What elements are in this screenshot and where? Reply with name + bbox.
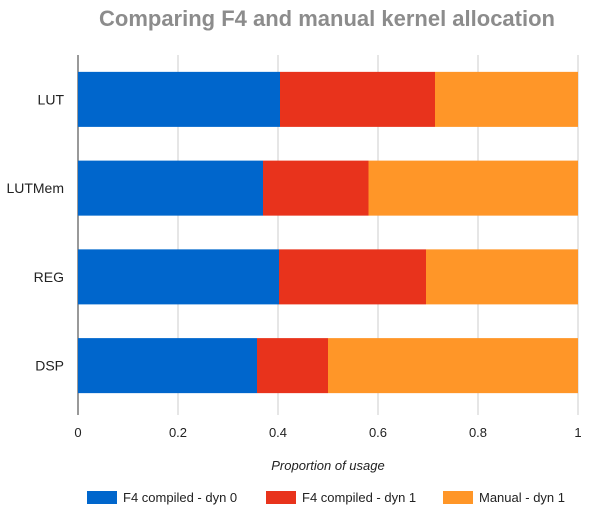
x-tick-label: 0.4 [269,425,287,440]
bar-segment-lut-series-2 [435,71,578,127]
x-tick-label: 0.8 [469,425,487,440]
bar-segment-reg-series-2 [426,249,578,305]
bars [78,71,578,394]
category-label: LUTMem [6,180,64,196]
bar-segment-reg-series-1 [279,249,426,305]
legend: F4 compiled - dyn 0 F4 compiled - dyn 1 Ma… [87,490,565,505]
bar-segment-lutmem-series-1 [263,160,369,216]
category-label: LUT [38,91,65,107]
legend-label: F4 compiled - dyn 0 [123,490,237,505]
legend-swatch [266,491,296,504]
x-tick-label: 0.6 [369,425,387,440]
x-tick-labels: 0 0.2 0.4 0.6 0.8 1 [74,425,581,440]
x-tick-label: 1 [574,425,581,440]
category-labels: LUT LUTMem REG DSP [6,91,64,373]
category-label: DSP [35,358,64,374]
bar-segment-lutmem-series-2 [368,160,578,216]
legend-label: Manual - dyn 1 [479,490,565,505]
bar-segment-lutmem-series-0 [78,160,263,216]
x-tick-label: 0 [74,425,81,440]
legend-swatch [443,491,473,504]
bar-segment-lut-series-0 [78,71,280,127]
legend-label: F4 compiled - dyn 1 [302,490,416,505]
bar-segment-reg-series-0 [78,249,279,305]
category-label: REG [34,269,64,285]
bar-segment-dsp-series-1 [257,338,328,394]
legend-swatch [87,491,117,504]
bar-segment-dsp-series-0 [78,338,257,394]
chart-title: Comparing F4 and manual kernel allocatio… [99,6,555,31]
bar-segment-dsp-series-2 [328,338,578,394]
x-tick-label: 0.2 [169,425,187,440]
bar-segment-lut-series-1 [280,71,435,127]
x-axis-title: Proportion of usage [271,458,384,473]
